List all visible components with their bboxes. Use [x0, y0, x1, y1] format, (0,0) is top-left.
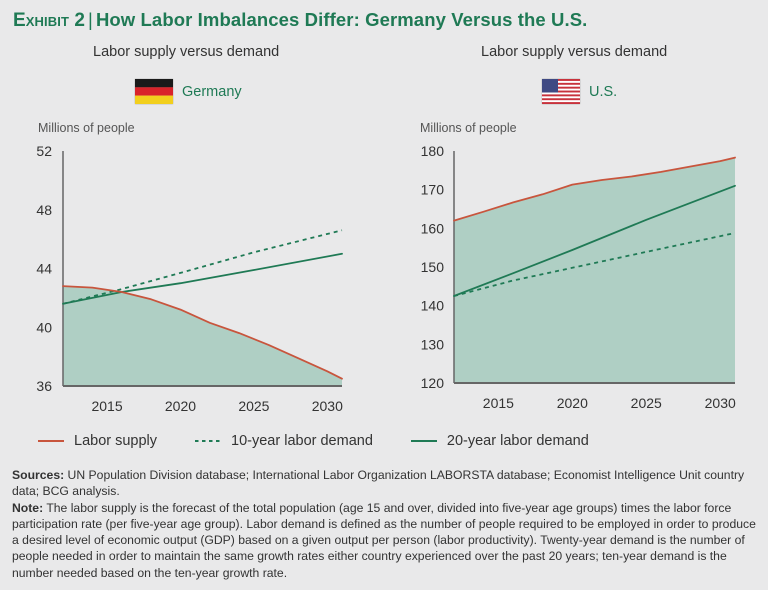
us-supply-area — [454, 157, 735, 383]
legend-swatch-20-year-demand — [410, 440, 437, 442]
note-label: Note: — [12, 500, 44, 515]
germany-x-tick-label: 2030 — [312, 398, 343, 414]
us-y-tick-label: 150 — [421, 259, 445, 275]
methodology-note: Note: The labor supply is the forecast o… — [12, 500, 757, 581]
us-y-tick-label: 170 — [421, 182, 445, 198]
germany-x-tick-label: 2015 — [91, 398, 122, 414]
us-x-tick-label: 2030 — [705, 395, 736, 411]
title-separator: | — [88, 9, 93, 30]
sources-label: Sources: — [12, 468, 65, 482]
germany-name: Germany — [182, 83, 242, 100]
germany-y-tick-label: 36 — [36, 378, 52, 394]
us-y-tick-label: 130 — [421, 336, 445, 352]
us-y-axis-title: Millions of people — [420, 121, 517, 135]
us-country-label: U.S. — [542, 79, 617, 104]
germany-flag-icon — [135, 79, 173, 104]
sources-text: UN Population Division database; Interna… — [12, 468, 745, 499]
germany-20-year-labor-demand-line — [62, 252, 343, 305]
us-name: U.S. — [589, 83, 618, 100]
exhibit-heading: How Labor Imbalances Differ: Germany Ver… — [95, 9, 588, 30]
exhibit-label: Exhibit 2 — [13, 10, 86, 31]
germany-y-tick-label: 52 — [36, 143, 52, 159]
us-labor-supply-line — [453, 156, 736, 222]
germany-chart-subtitle: Labor supply versus demand — [93, 44, 280, 60]
us-20-year-labor-demand-line — [453, 184, 736, 297]
sources-note: Sources: UN Population Division database… — [12, 467, 757, 500]
germany-y-tick-label: 44 — [36, 261, 52, 277]
footnotes: Sources: UN Population Division database… — [12, 467, 757, 581]
us-chart-subtitle: Labor supply versus demand — [481, 44, 668, 60]
us-x-tick-label: 2025 — [631, 395, 662, 411]
legend-label: 20-year labor demand — [446, 433, 589, 449]
legend-label: 10-year labor demand — [231, 433, 373, 449]
germany-10-year-labor-demand-line — [62, 229, 343, 305]
germany-x-tick-label: 2020 — [165, 398, 196, 414]
germany-y-tick-label: 40 — [36, 319, 52, 335]
us-y-tick-label: 160 — [421, 220, 445, 236]
germany-supply-area — [63, 286, 342, 386]
us-x-tick-label: 2020 — [557, 395, 588, 411]
us-x-tick-label: 2015 — [483, 395, 514, 411]
us-10-year-labor-demand-line — [453, 232, 736, 297]
germany-y-axis-title: Millions of people — [38, 121, 135, 135]
germany-y-tick-label: 48 — [36, 202, 52, 218]
legend-item-labor-supply: Labor supply — [38, 433, 157, 449]
legend-item-20-year-demand: 20-year labor demand — [410, 433, 589, 449]
germany-country-label: Germany — [135, 79, 242, 104]
charts-canvas: 52 48 44 40 36 2015 2020 2025 2030 180 170 160 150 14… — [36, 143, 736, 414]
exhibit-title: Exhibit 2 | How Labor Imbalances Differ: G… — [13, 9, 587, 32]
legend-swatch-10-year-demand — [195, 440, 222, 442]
us-y-tick-label: 180 — [421, 143, 445, 159]
us-y-tick-label: 140 — [421, 298, 445, 314]
us-y-tick-label: 120 — [421, 375, 445, 391]
legend: Labor supply 10-year labor demand 20-yea… — [38, 433, 619, 449]
note-text: The labor supply is the forecast of the … — [12, 500, 756, 580]
us-flag-icon — [542, 79, 580, 104]
germany-labor-supply-line — [62, 285, 343, 380]
germany-x-tick-label: 2025 — [238, 398, 269, 414]
legend-item-10-year-demand: 10-year labor demand — [195, 433, 373, 449]
legend-label: Labor supply — [74, 433, 158, 449]
legend-swatch-labor-supply — [38, 440, 64, 442]
